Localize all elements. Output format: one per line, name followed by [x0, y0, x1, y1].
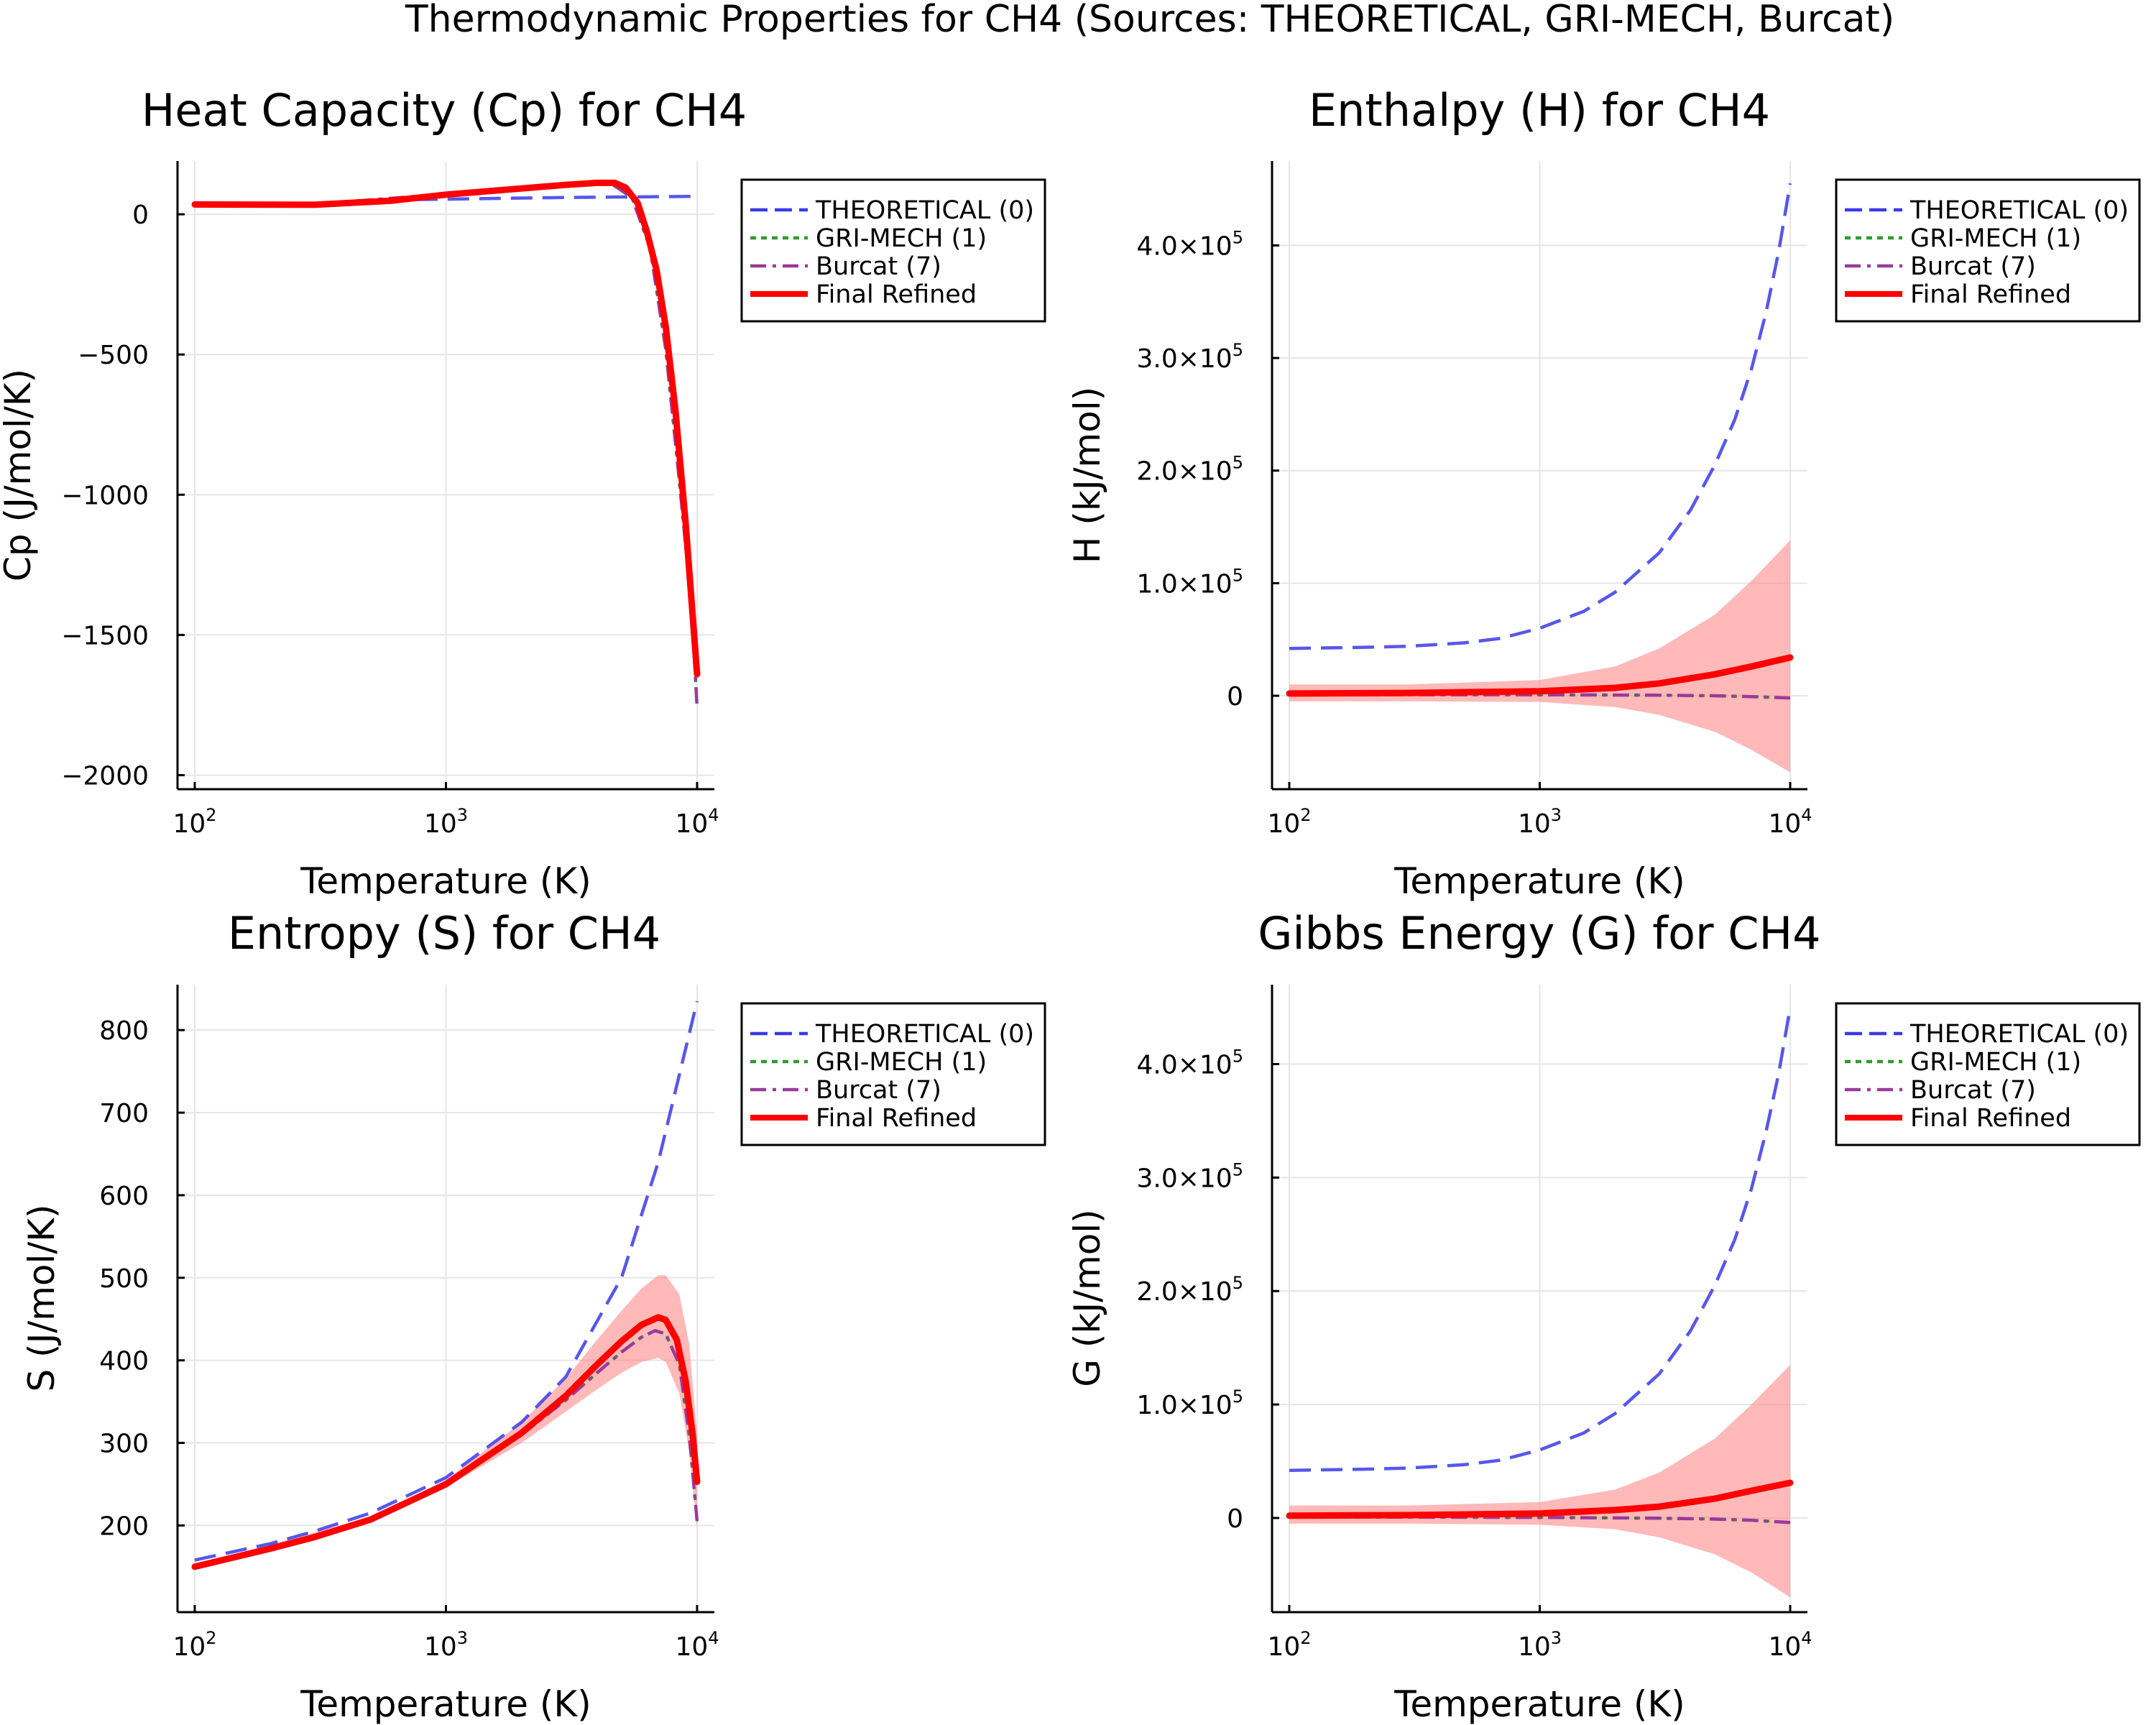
x-axis-label: Temperature (K) [1393, 1683, 1685, 1725]
panel-2: Enthalpy (H) for CH4 102 103 104 0 1.0×105 2.0… [1067, 84, 2141, 902]
y-tick-label: 4.0×105 [1136, 227, 1243, 261]
plot-area [1286, 183, 1794, 773]
x-tick-label: 104 [1768, 1628, 1812, 1662]
x-tick-label: 102 [1267, 805, 1311, 839]
legend-label: THEORETICAL (0) [815, 1020, 1034, 1049]
x-tick-label: 103 [1518, 805, 1562, 839]
figure-title: Thermodynamic Properties for CH4 (Source… [405, 0, 1894, 41]
legend-label: Burcat (7) [1910, 1076, 2036, 1105]
y-axis-label: Cp (J/mol/K) [0, 369, 39, 581]
x-axis-label: Temperature (K) [1393, 860, 1685, 902]
plot-area [191, 179, 701, 708]
legend-label: Final Refined [1910, 280, 2071, 309]
x-tick-label: 104 [675, 805, 719, 839]
x-tick-label: 104 [675, 1628, 719, 1662]
y-tick-label: 400 [99, 1347, 149, 1376]
y-tick-label: 500 [99, 1264, 149, 1294]
legend-label: GRI-MECH (1) [1910, 224, 2081, 253]
y-tick-label: −500 [78, 341, 149, 370]
plot-area [191, 1000, 701, 1570]
y-tick-label: 0 [1227, 1504, 1243, 1534]
legend-label: THEORETICAL (0) [1909, 196, 2129, 225]
uncertainty-band [1289, 540, 1790, 773]
panel-title: Enthalpy (H) for CH4 [1309, 84, 1770, 137]
y-tick-label: 800 [99, 1016, 149, 1046]
y-tick-label: 600 [99, 1182, 149, 1211]
panel-1: Heat Capacity (Cp) for CH4 102 103 104 0 −500… [0, 84, 1046, 902]
series-line-dashdot [1289, 1515, 1791, 1524]
uncertainty-band [195, 1275, 697, 1569]
panel-title: Entropy (S) for CH4 [228, 907, 660, 960]
legend-label: THEORETICAL (0) [815, 196, 1034, 225]
legend-label: GRI-MECH (1) [1910, 1048, 2081, 1077]
series-line-dash [1289, 183, 1792, 650]
legend-label: Final Refined [1910, 1104, 2071, 1133]
legend-label: Burcat (7) [816, 1076, 941, 1105]
y-tick-label: 0 [132, 201, 149, 230]
series-line-dash [1289, 1007, 1792, 1472]
panel-title: Gibbs Energy (G) for CH4 [1258, 907, 1820, 960]
x-tick-label: 102 [1267, 1628, 1311, 1662]
y-tick-label: 1.0×105 [1136, 1386, 1243, 1420]
y-axis-label: S (J/mol/K) [21, 1204, 63, 1392]
y-tick-label: 1.0×105 [1136, 565, 1243, 599]
y-tick-label: −2000 [61, 761, 149, 791]
panel-4: Gibbs Energy (G) for CH4 102 103 104 0 1.0×10… [1067, 907, 2141, 1725]
x-axis-label: Temperature (K) [300, 1683, 591, 1725]
y-tick-label: −1500 [61, 621, 149, 650]
y-tick-label: 4.0×105 [1136, 1046, 1243, 1080]
y-tick-label: 0 [1227, 682, 1243, 712]
legend-label: GRI-MECH (1) [816, 224, 987, 253]
y-tick-label: 200 [99, 1512, 149, 1541]
plot-area [1286, 1007, 1794, 1598]
series-line-solid [1286, 1479, 1794, 1519]
legend-label: Burcat (7) [1910, 252, 2036, 281]
y-tick-label: 2.0×105 [1136, 453, 1243, 487]
series-line-solid [1286, 654, 1794, 697]
legend: THEORETICAL (0)GRI-MECH (1)Burcat (7)Fin… [1835, 1002, 2141, 1146]
y-tick-label: −1000 [61, 481, 149, 510]
series-line-solid [191, 1314, 701, 1570]
x-tick-label: 103 [424, 1628, 468, 1662]
x-tick-label: 102 [172, 1628, 216, 1662]
y-tick-label: 3.0×105 [1136, 1159, 1243, 1193]
y-axis-label: H (kJ/mol) [1067, 387, 1108, 564]
x-tick-label: 104 [1768, 805, 1812, 839]
series-line-solid [191, 179, 701, 678]
x-tick-label: 102 [172, 805, 216, 839]
y-tick-label: 700 [99, 1099, 149, 1128]
y-tick-label: 3.0×105 [1136, 340, 1243, 374]
legend: THEORETICAL (0)GRI-MECH (1)Burcat (7)Fin… [740, 1002, 1046, 1146]
y-axis-label: G (kJ/mol) [1067, 1209, 1108, 1386]
panel-title: Heat Capacity (Cp) for CH4 [142, 84, 747, 137]
y-tick-label: 300 [99, 1430, 149, 1459]
x-tick-label: 103 [424, 805, 468, 839]
x-tick-label: 103 [1518, 1628, 1562, 1662]
x-axis-label: Temperature (K) [300, 860, 591, 902]
legend-label: GRI-MECH (1) [816, 1048, 987, 1077]
panel-3: Entropy (S) for CH4 102 103 104 200 300 400 500… [21, 907, 1046, 1725]
legend: THEORETICAL (0)GRI-MECH (1)Burcat (7)Fin… [1835, 178, 2141, 323]
legend-label: Burcat (7) [816, 252, 941, 281]
series-line-dash [194, 1000, 699, 1562]
legend-label: Final Refined [816, 280, 977, 309]
y-tick-label: 2.0×105 [1136, 1273, 1243, 1307]
legend: THEORETICAL (0)GRI-MECH (1)Burcat (7)Fin… [740, 178, 1046, 323]
uncertainty-band [1289, 1364, 1790, 1598]
legend-label: Final Refined [816, 1104, 977, 1133]
legend-label: THEORETICAL (0) [1909, 1020, 2129, 1049]
